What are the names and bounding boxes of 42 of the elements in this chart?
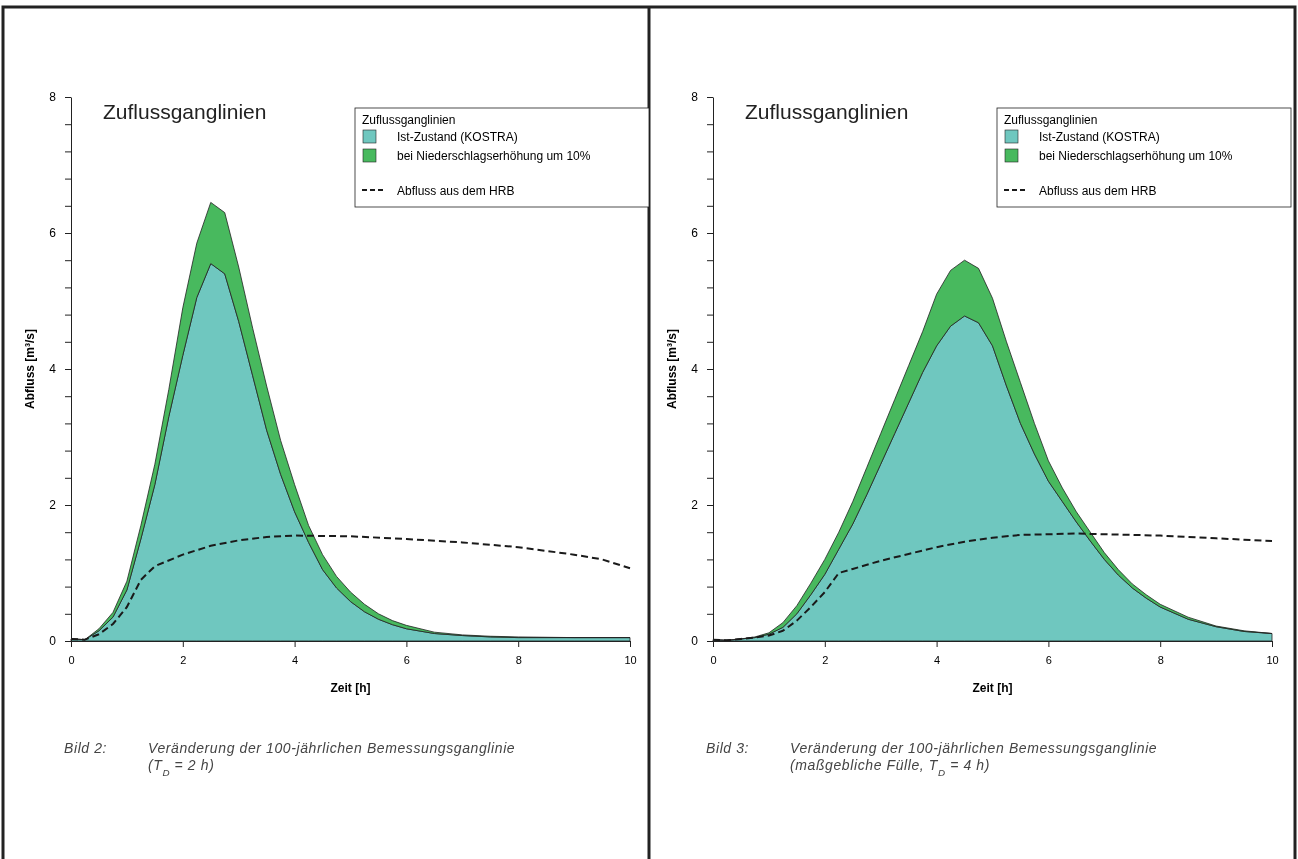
chart-title: Zuflussganglinien bbox=[103, 100, 267, 123]
legend-label: Ist-Zustand (KOSTRA) bbox=[1039, 130, 1160, 144]
y-tick-label: 6 bbox=[691, 226, 699, 241]
chart-title: Zuflussganglinien bbox=[745, 100, 909, 123]
x-tick-label: 4 bbox=[292, 654, 299, 667]
y-tick-label: 2 bbox=[49, 498, 57, 513]
x-tick-label: 0 bbox=[68, 654, 75, 667]
text: Bild 2: bbox=[64, 740, 108, 756]
x-tick-label: 2 bbox=[822, 654, 829, 667]
x-tick-label: 8 bbox=[515, 654, 522, 667]
x-tick-label: 2 bbox=[180, 654, 187, 667]
y-tick-label: 2 bbox=[691, 498, 699, 513]
x-tick-label: 8 bbox=[1157, 654, 1164, 667]
text: (T$_{D}$ = 2 h) bbox=[148, 757, 215, 778]
legend-label: Abfluss aus dem HRB bbox=[397, 184, 515, 198]
y-tick-label: 0 bbox=[691, 634, 699, 649]
legend-label: Ist-Zustand (KOSTRA) bbox=[397, 130, 518, 144]
text: Veränderung der 100-jährlichen Bemessungsganglinie bbox=[148, 740, 516, 756]
x-tick-label: 10 bbox=[624, 654, 637, 667]
y-tick-label: 8 bbox=[49, 90, 57, 105]
legend-label: bei Niederschlagserhöhung um 10% bbox=[397, 149, 591, 163]
legend-label: Abfluss aus dem HRB bbox=[1039, 184, 1157, 198]
x-axis-title: Zeit [h] bbox=[330, 681, 371, 695]
text: (maßgebliche Fülle, T$_{D}$ = 4 h) bbox=[790, 757, 990, 778]
x-tick-label: 6 bbox=[1045, 654, 1052, 667]
x-axis-title: Zeit [h] bbox=[972, 681, 1013, 695]
y-tick-label: 4 bbox=[691, 362, 699, 377]
y-tick-label: 6 bbox=[49, 226, 57, 241]
x-tick-label: 10 bbox=[1266, 654, 1279, 667]
x-tick-label: 0 bbox=[710, 654, 717, 667]
y-axis-title: Abfluss [m³/s] bbox=[23, 328, 37, 410]
x-tick-label: 4 bbox=[934, 654, 941, 667]
text: Veränderung der 100-jährlichen Bemessungsganglinie bbox=[790, 740, 1158, 756]
legend-title: Zuflussganglinien bbox=[362, 113, 456, 127]
x-tick-label: 6 bbox=[403, 654, 410, 667]
y-tick-label: 0 bbox=[49, 634, 57, 649]
legend-title: Zuflussganglinien bbox=[1004, 113, 1098, 127]
legend-label: bei Niederschlagserhöhung um 10% bbox=[1039, 149, 1233, 163]
y-tick-label: 8 bbox=[691, 90, 699, 105]
text: Bild 3: bbox=[706, 740, 750, 756]
y-axis-title: Abfluss [m³/s] bbox=[665, 328, 679, 410]
y-tick-label: 4 bbox=[49, 362, 57, 377]
